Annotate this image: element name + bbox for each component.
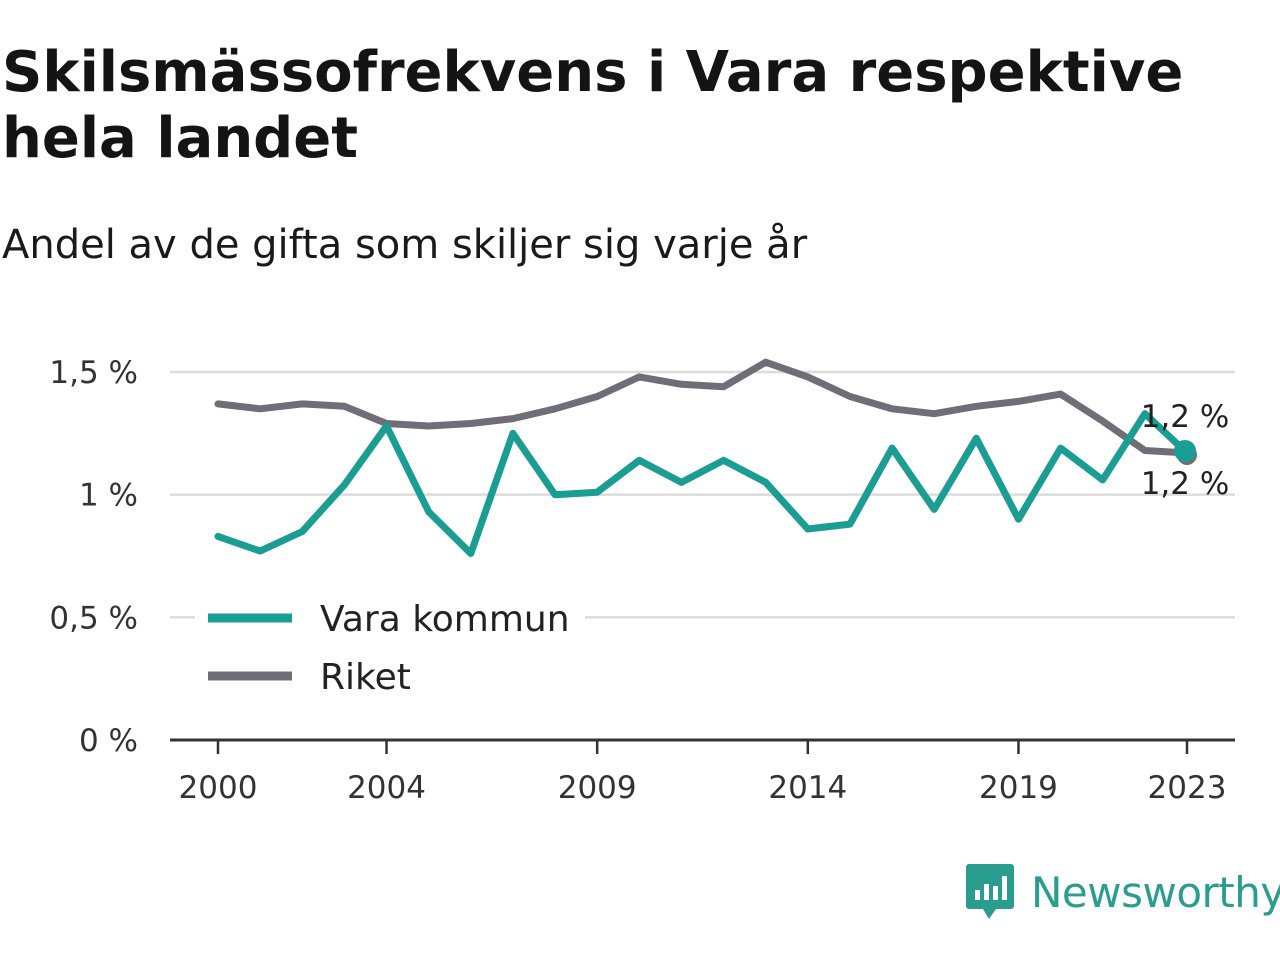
series-line-vara-kommun bbox=[214, 410, 1191, 557]
series-line-riket bbox=[214, 358, 1191, 457]
x-tick-label: 2019 bbox=[979, 770, 1058, 806]
x-tick-label: 2014 bbox=[768, 770, 847, 806]
x-tick-label: 2000 bbox=[179, 770, 258, 806]
x-axis: 2000 2004 2009 2014 2019 2023 bbox=[170, 738, 1235, 806]
end-label-vara: 1,2 % bbox=[1141, 399, 1230, 435]
y-tick-label: 1,5 % bbox=[49, 355, 138, 391]
newsworthy-logo-icon bbox=[966, 864, 1014, 919]
end-labels: 1,2 % 1,2 % bbox=[1141, 399, 1230, 502]
legend: Vara kommun Riket bbox=[195, 592, 585, 712]
end-label-leader bbox=[1164, 432, 1182, 448]
newsworthy-logo: Newsworthy bbox=[965, 862, 1280, 922]
y-tick-label: 0,5 % bbox=[49, 600, 138, 636]
x-tick-label: 2009 bbox=[558, 770, 637, 806]
brand-name: Newsworthy bbox=[1031, 867, 1280, 917]
legend-label: Riket bbox=[320, 657, 411, 698]
chart-subtitle: Andel av de gifta som skiljer sig varje … bbox=[2, 222, 808, 268]
series-lines bbox=[214, 358, 1197, 557]
y-tick-label: 0 % bbox=[79, 723, 138, 759]
x-tick-label: 2004 bbox=[347, 770, 426, 806]
y-tick-label: 1 % bbox=[79, 478, 138, 514]
x-tick-label: 2023 bbox=[1148, 770, 1227, 806]
legend-background bbox=[195, 592, 585, 712]
y-axis-ticks: 0 % 0,5 % 1 % 1,5 % bbox=[49, 355, 138, 759]
end-label-riket: 1,2 % bbox=[1141, 466, 1230, 502]
chart-title: Skilsmässofrekvens i Vara respektive hel… bbox=[2, 40, 1184, 171]
legend-label: Vara kommun bbox=[320, 599, 570, 640]
